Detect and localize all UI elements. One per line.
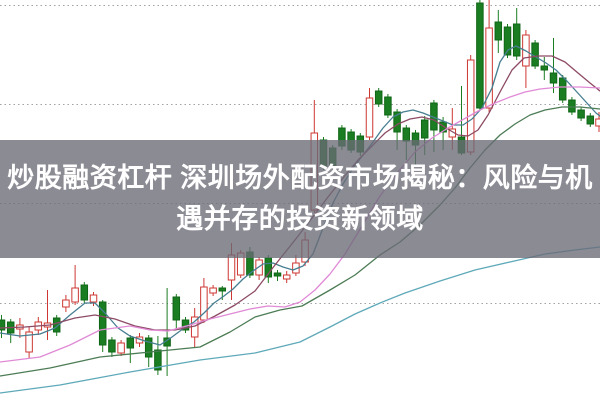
candle-down [273,272,282,277]
candle-down [503,26,512,56]
candle-down [577,109,585,119]
candle-down [476,2,484,109]
candle-up [282,274,291,280]
candle-down [0,319,6,331]
candle-down [420,119,429,139]
candle-down [384,96,392,116]
candle-down [549,72,558,84]
candle-down [393,111,401,133]
candle-down [108,339,116,353]
candle-up [89,294,98,303]
candle-down [98,301,107,346]
candle-up [365,97,374,138]
candle-up [25,331,33,353]
headline-overlay-band: 炒股融资杠杆 深圳场外配资市场揭秘：风险与机 遇并存的投资新领域 [0,140,600,258]
candle-down [144,337,153,358]
headline-line-2: 遇并存的投资新领域 [176,204,424,234]
candle-down [439,121,447,133]
candle-down [568,99,576,113]
candle-up [485,27,493,109]
candle-down [172,296,181,321]
candle-down [558,77,567,101]
candle-up [62,299,70,308]
candle-down [126,337,135,349]
candle-up [117,342,125,354]
candle-down [586,115,595,125]
ma-pink-line [0,86,600,363]
candle-down [494,21,503,41]
candle-up [595,118,600,127]
candle-up [466,59,475,153]
candle-down [218,287,227,292]
candle-up [200,286,208,321]
headline-line-1: 炒股融资杠杆 深圳场外配资市场揭秘：风险与机 [7,163,593,193]
candle-down [540,65,549,71]
candle-up [209,287,217,294]
ma-long-cyan-line [0,246,600,394]
candle-down [512,23,521,57]
candle-down [52,317,61,333]
candle-up [71,287,79,303]
candle-down [154,349,162,371]
candle-down [374,90,383,105]
candle-down [80,284,89,301]
candle-down [264,257,273,278]
candle-up [227,254,236,281]
